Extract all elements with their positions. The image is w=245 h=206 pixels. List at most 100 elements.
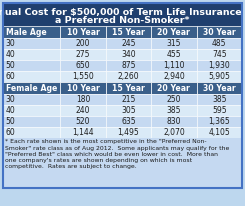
Text: 20 Year: 20 Year [158, 83, 190, 92]
Text: 2,070: 2,070 [163, 128, 185, 137]
Bar [151, 105, 196, 116]
Bar [151, 26, 196, 38]
Bar [106, 94, 151, 105]
Text: 830: 830 [167, 117, 181, 126]
Bar [196, 26, 242, 38]
Text: 15 Year: 15 Year [112, 83, 145, 92]
Bar [3, 82, 60, 94]
Bar [3, 26, 60, 38]
Text: 10 Year: 10 Year [67, 27, 99, 36]
Bar [60, 49, 106, 60]
Bar [60, 116, 106, 127]
Text: 455: 455 [167, 50, 181, 59]
Text: 385: 385 [212, 95, 227, 104]
Text: 1,365: 1,365 [208, 117, 230, 126]
Bar [60, 94, 106, 105]
Text: 60: 60 [5, 128, 15, 137]
Bar [196, 60, 242, 71]
Text: 20 Year: 20 Year [158, 27, 190, 36]
Text: 215: 215 [121, 95, 136, 104]
Text: 520: 520 [76, 117, 90, 126]
Text: 60: 60 [5, 72, 15, 81]
Bar [196, 127, 242, 138]
Bar [60, 71, 106, 82]
Bar [196, 82, 242, 94]
Bar [60, 105, 106, 116]
Text: 385: 385 [167, 106, 181, 115]
Bar [196, 105, 242, 116]
Text: 30 Year: 30 Year [203, 27, 236, 36]
Text: 30: 30 [5, 95, 15, 104]
Text: 30: 30 [5, 39, 15, 48]
Text: 200: 200 [76, 39, 90, 48]
Bar [196, 116, 242, 127]
Text: 2,940: 2,940 [163, 72, 185, 81]
Text: 10 Year: 10 Year [67, 83, 99, 92]
Bar [196, 49, 242, 60]
Bar [151, 49, 196, 60]
Bar [106, 116, 151, 127]
Text: 1,110: 1,110 [163, 61, 185, 70]
Bar [196, 71, 242, 82]
Bar [60, 127, 106, 138]
Bar [3, 127, 60, 138]
Bar [3, 94, 60, 105]
Text: Annual Cost for $500,000 of Term Life Insurance for: Annual Cost for $500,000 of Term Life In… [0, 8, 245, 17]
Bar [3, 3, 242, 188]
Text: 635: 635 [121, 117, 136, 126]
Text: 315: 315 [167, 39, 181, 48]
Bar [196, 94, 242, 105]
Text: 5,905: 5,905 [208, 72, 230, 81]
Text: 875: 875 [121, 61, 136, 70]
Text: 250: 250 [167, 95, 181, 104]
Text: a Preferred Non-Smoker*: a Preferred Non-Smoker* [55, 15, 190, 25]
Bar [60, 82, 106, 94]
Bar [3, 3, 242, 26]
Text: 650: 650 [76, 61, 90, 70]
Text: 305: 305 [121, 106, 136, 115]
Bar [3, 49, 60, 60]
Text: 245: 245 [121, 39, 136, 48]
Bar [196, 38, 242, 49]
Bar [106, 71, 151, 82]
Bar [106, 127, 151, 138]
Bar [151, 71, 196, 82]
Text: 30 Year: 30 Year [203, 83, 236, 92]
Text: 340: 340 [121, 50, 136, 59]
Text: 40: 40 [5, 106, 15, 115]
Text: * Each rate shown is the most competitive in the "Preferred Non-
Smoker" rate cl: * Each rate shown is the most competitiv… [5, 139, 229, 169]
Bar [106, 26, 151, 38]
Text: 1,144: 1,144 [72, 128, 94, 137]
Bar [106, 105, 151, 116]
Text: Female Age: Female Age [5, 83, 57, 92]
Bar [3, 138, 242, 188]
Bar [60, 26, 106, 38]
Bar [60, 60, 106, 71]
Bar [106, 49, 151, 60]
Text: 40: 40 [5, 50, 15, 59]
Bar [60, 38, 106, 49]
Text: 485: 485 [212, 39, 227, 48]
Text: 1,495: 1,495 [118, 128, 139, 137]
Bar [151, 60, 196, 71]
Text: 15 Year: 15 Year [112, 27, 145, 36]
Text: 2,260: 2,260 [118, 72, 139, 81]
Text: 240: 240 [76, 106, 90, 115]
Text: 1,550: 1,550 [72, 72, 94, 81]
Text: 50: 50 [5, 61, 15, 70]
Text: 275: 275 [76, 50, 90, 59]
Bar [151, 116, 196, 127]
Bar [3, 60, 60, 71]
Text: 180: 180 [76, 95, 90, 104]
Bar [151, 82, 196, 94]
Bar [3, 38, 60, 49]
Text: Male Age: Male Age [5, 27, 46, 36]
Text: 50: 50 [5, 117, 15, 126]
Text: 4,105: 4,105 [208, 128, 230, 137]
Bar [151, 94, 196, 105]
Bar [106, 38, 151, 49]
Bar [3, 105, 60, 116]
Bar [3, 71, 60, 82]
Text: 745: 745 [212, 50, 227, 59]
Bar [151, 127, 196, 138]
